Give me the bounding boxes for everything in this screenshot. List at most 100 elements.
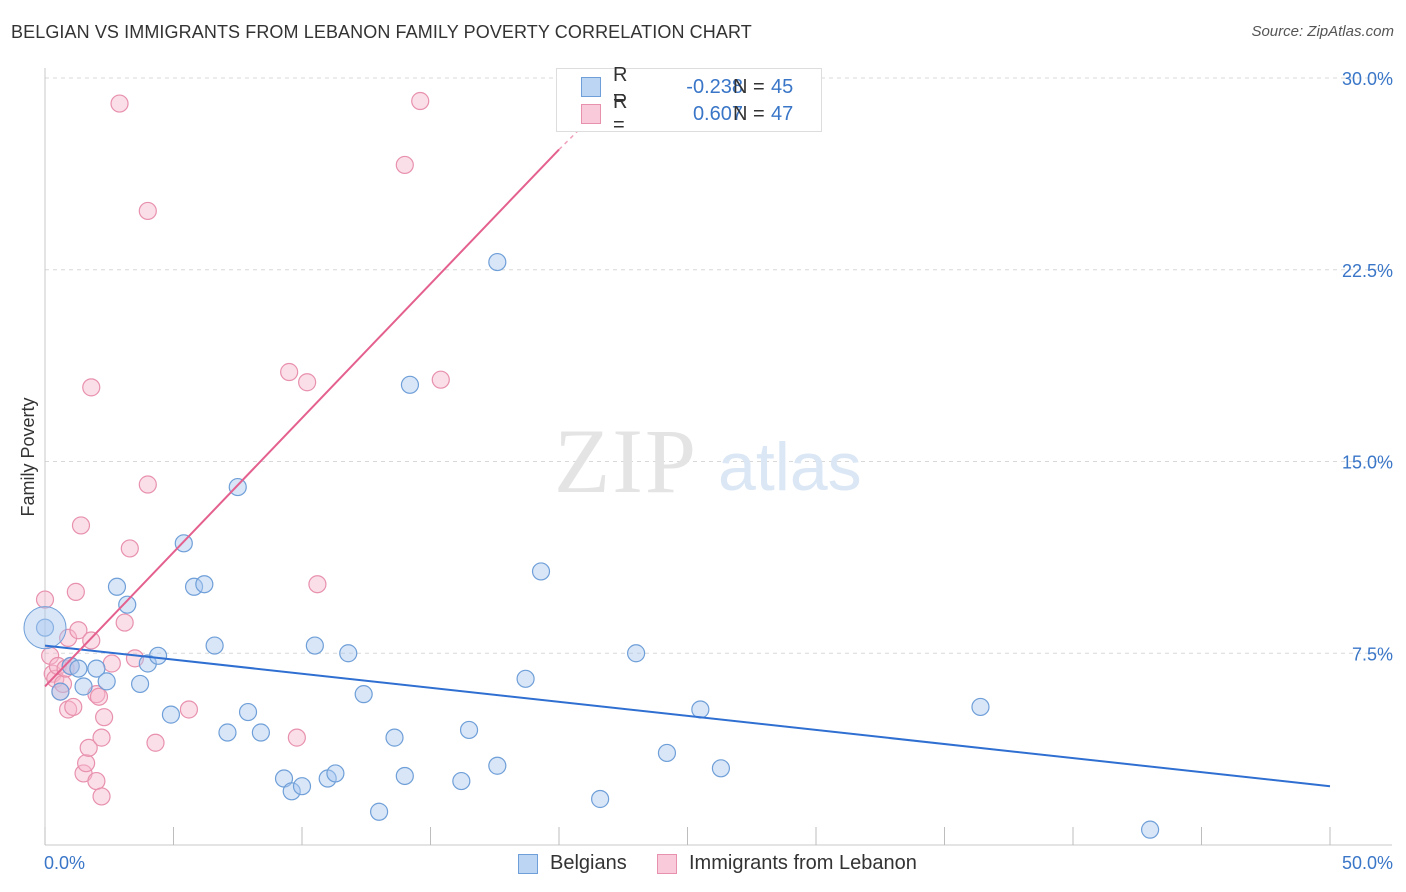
belgian-point	[305, 636, 324, 655]
legend-r-value-lebanon: 0.607	[692, 102, 743, 125]
belgian-point	[174, 534, 193, 553]
belgian-point	[118, 595, 137, 614]
lebanon-point	[59, 628, 78, 648]
belgian-point	[591, 789, 610, 809]
lebanon-point	[92, 728, 111, 747]
belgian-point	[326, 764, 345, 783]
chart-title: BELGIAN VS IMMIGRANTS FROM LEBANON FAMIL…	[11, 22, 752, 42]
lebanon-point	[69, 621, 88, 640]
lebanon-point	[138, 201, 157, 221]
belgian-point	[97, 672, 116, 691]
lebanon-point	[298, 373, 317, 392]
legend-item-lebanon[interactable]: Immigrants from Lebanon	[657, 852, 917, 875]
y-tick-label: 15.0%	[1342, 453, 1393, 473]
lebanon-point	[110, 94, 129, 113]
belgian-point	[251, 723, 270, 742]
belgian-point	[400, 375, 420, 394]
belgian-point	[87, 659, 106, 678]
belgian-point	[691, 700, 710, 719]
source-label: Source: ZipAtlas.com	[1251, 23, 1394, 40]
belgian-point	[711, 759, 731, 778]
belgian-point	[516, 669, 535, 688]
belgian-point	[452, 771, 471, 791]
legend-r-label: R =	[613, 64, 628, 109]
lebanon-point	[138, 475, 157, 494]
belgian-point	[218, 723, 237, 742]
series-legend: Belgians Immigrants from Lebanon	[0, 852, 1406, 878]
belgian-point	[74, 677, 93, 696]
belgian-point	[657, 743, 677, 763]
legend-n-value-lebanon: 47	[771, 102, 794, 125]
lebanon-point	[79, 738, 98, 757]
belgians-trend-line	[44, 644, 1331, 788]
watermark-zip: ZIP	[554, 410, 698, 512]
belgian-point	[228, 477, 247, 497]
lebanon-point	[146, 733, 165, 752]
lebanon-point	[71, 516, 91, 535]
lebanon-point	[395, 155, 414, 175]
legend-r-label: R =	[613, 91, 628, 136]
x-tick-label: 0.0%	[44, 853, 85, 873]
legend-swatch-belgians	[518, 853, 538, 874]
lebanon-point	[87, 771, 106, 791]
belgian-point	[107, 577, 127, 596]
lebanon-point	[411, 91, 430, 111]
legend-n-label: N =	[733, 75, 765, 98]
lebanon-point	[280, 362, 299, 382]
lebanon-point	[77, 754, 96, 773]
belgian-point	[238, 702, 258, 722]
belgian-point	[69, 659, 88, 678]
x-tick-label: 50.0%	[1342, 853, 1393, 873]
belgian-point	[51, 682, 70, 701]
belgian-point	[626, 644, 646, 663]
lebanon-point	[82, 631, 101, 650]
y-tick-label: 7.5%	[1352, 644, 1393, 664]
belgian-point	[395, 766, 414, 786]
correlation-legend: R = -0.238 N = 45 R = 0.607 N = 47	[556, 64, 822, 136]
belgian-point	[459, 720, 479, 740]
lebanon-point	[95, 708, 114, 727]
belgian-point	[282, 782, 301, 801]
y-tick-label: 22.5%	[1342, 261, 1393, 281]
belgian-point	[488, 756, 507, 775]
legend-item-belgians[interactable]: Belgians	[518, 852, 627, 875]
lebanon-point	[56, 659, 75, 678]
lebanon-point	[120, 539, 139, 558]
belgian-point	[370, 802, 389, 821]
belgian-point	[488, 252, 507, 272]
legend-n-value-belgians: 45	[771, 75, 794, 98]
belgian-point	[205, 636, 224, 655]
legend-swatch-lebanon	[581, 104, 601, 124]
legend-label-lebanon: Immigrants from Lebanon	[689, 852, 917, 874]
lebanon-trend-line	[44, 148, 560, 688]
lebanon-point	[179, 700, 199, 719]
belgian-point	[531, 562, 551, 581]
lebanon-point	[308, 575, 327, 594]
y-tick-label: 30.0%	[1342, 69, 1393, 89]
belgian-point	[138, 654, 157, 673]
legend-r-value-belgians: -0.238	[686, 75, 743, 98]
belgian-cluster-point	[23, 606, 67, 650]
lebanon-point	[41, 646, 60, 665]
belgian-point	[971, 697, 990, 717]
belgian-point	[130, 674, 150, 694]
lebanon-point	[59, 700, 78, 719]
belgian-point	[148, 646, 168, 665]
lebanon-point	[115, 613, 134, 632]
belgian-point	[1140, 820, 1160, 839]
lebanon-point	[89, 687, 109, 706]
legend-n-label: N =	[733, 102, 765, 125]
lebanon-point	[287, 728, 306, 747]
belgian-point	[161, 705, 181, 724]
belgian-point	[339, 644, 358, 663]
lebanon-point	[92, 787, 111, 806]
legend-label-belgians: Belgians	[550, 852, 627, 874]
belgian-point	[385, 728, 404, 747]
y-axis-label: Family Poverty	[18, 397, 38, 516]
belgian-point	[354, 685, 373, 704]
lebanon-point	[64, 697, 83, 717]
legend-swatch-belgians	[581, 77, 601, 97]
lebanon-point	[82, 378, 101, 397]
lebanon-point	[66, 582, 85, 601]
